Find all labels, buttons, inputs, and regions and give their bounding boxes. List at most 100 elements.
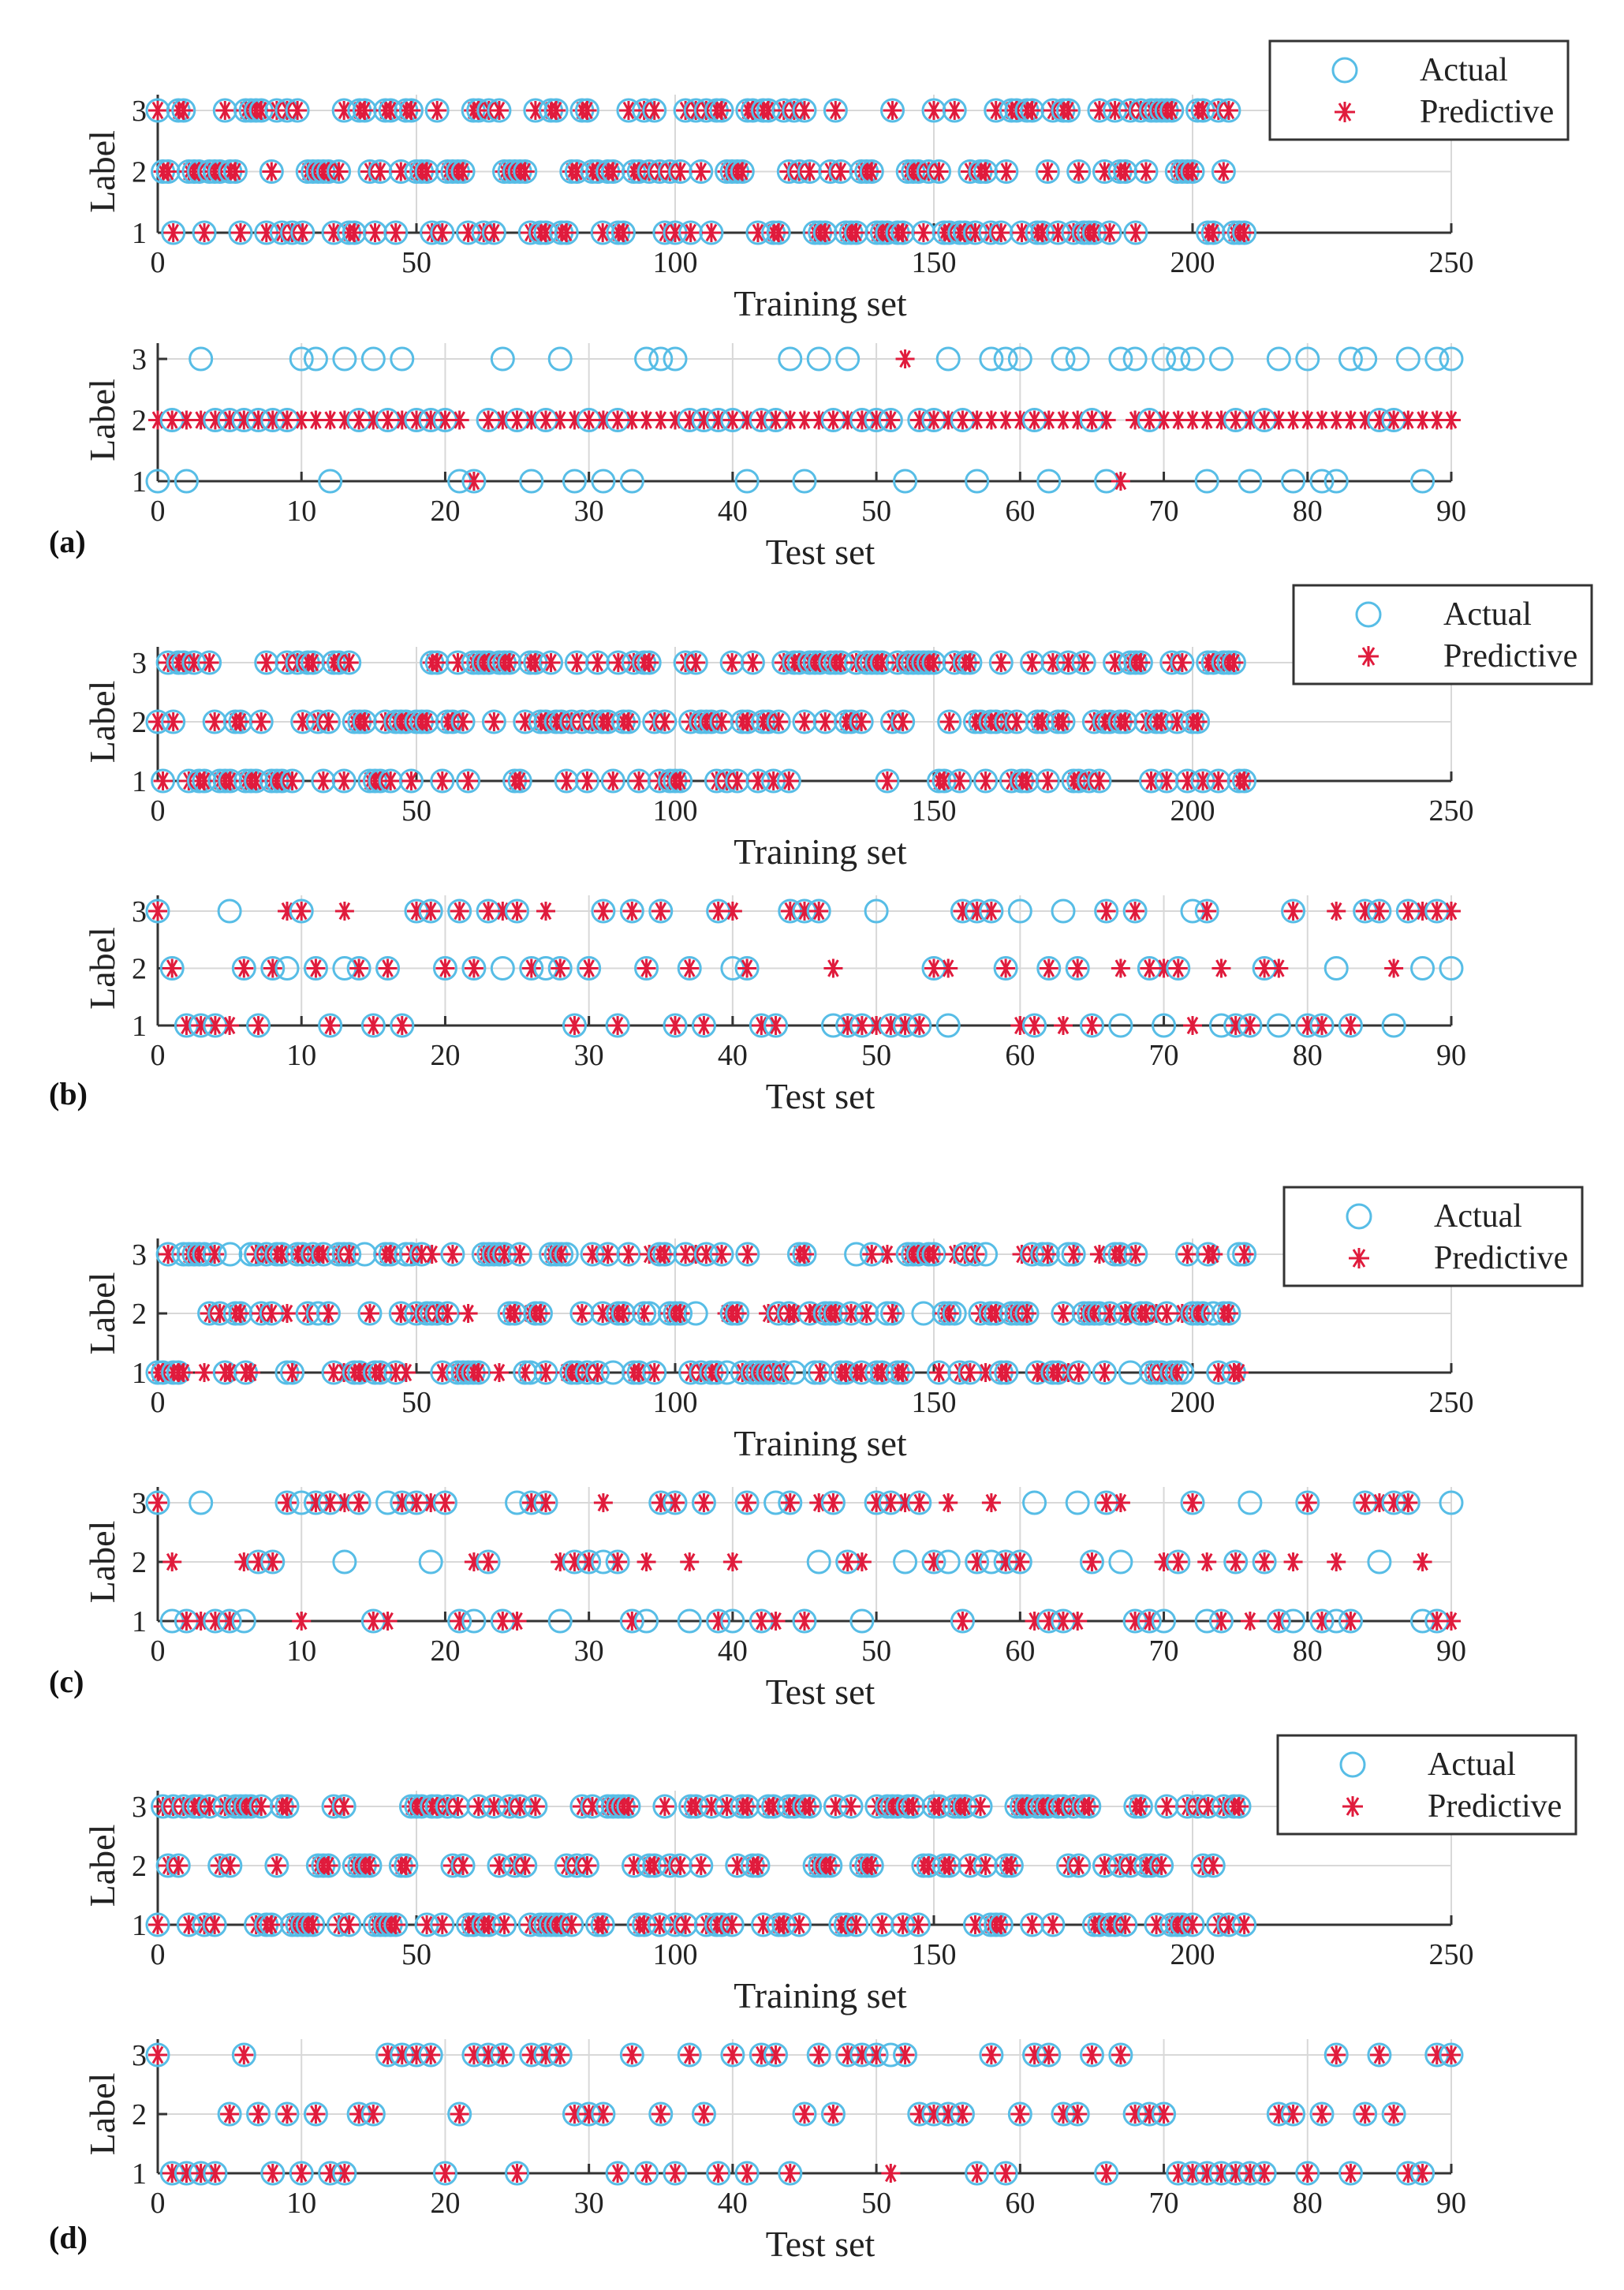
actual-point (513, 1853, 538, 1878)
actual-point (430, 1912, 455, 1937)
predictive-point (378, 2045, 398, 2064)
predictive-point (1398, 2164, 1418, 2183)
predictive-point (727, 771, 747, 790)
predictive-point (515, 162, 535, 181)
actual-point (668, 768, 693, 794)
actual-point (1035, 1242, 1060, 1267)
actual-point (295, 1301, 320, 1326)
predictive-point (1154, 1552, 1174, 1571)
y-tick-label: 2 (132, 1546, 147, 1579)
y-tick-label: 3 (132, 95, 147, 128)
x-tick-label: 80 (1293, 1634, 1323, 1668)
actual-point (812, 220, 838, 245)
predictive-point (567, 653, 587, 672)
predictive-point (1162, 101, 1182, 120)
actual-point (212, 98, 237, 123)
predictive-point (640, 653, 659, 672)
actual-point (218, 1242, 243, 1267)
predictive-point (1126, 223, 1145, 242)
x-tick-label: 50 (861, 2187, 891, 2220)
predictive-point (220, 771, 240, 790)
predictive-point (1183, 1016, 1202, 1035)
predictive-point (939, 958, 958, 978)
actual-point (806, 346, 831, 372)
predictive-point (263, 410, 282, 430)
actual-point (1206, 768, 1231, 794)
actual-point (274, 956, 300, 981)
actual-point (1395, 346, 1421, 372)
actual-point (450, 1853, 476, 1878)
x-tick-label: 0 (151, 246, 166, 279)
predictive-point (507, 2164, 527, 2183)
actual-point (1185, 709, 1211, 734)
actual-point (1232, 220, 1257, 245)
actual-point (394, 1853, 419, 1878)
predictive-point (339, 1915, 359, 1934)
predictive-point (1255, 2164, 1275, 2183)
predictive-point (712, 101, 732, 120)
actual-point (507, 768, 532, 794)
predictive-point (800, 1797, 819, 1816)
actual-point (642, 98, 667, 123)
actual-point (973, 159, 999, 184)
actual-point (864, 2042, 889, 2068)
predictive-point (737, 1797, 757, 1816)
actual-point (619, 2042, 644, 2068)
predictive-point (510, 1245, 530, 1264)
actual-point (1149, 1853, 1174, 1878)
actual-point (725, 1301, 750, 1326)
predictive-point (1219, 1304, 1238, 1323)
predictive-point (883, 101, 902, 120)
predictive-point (148, 1915, 167, 1934)
predictive-point (1226, 1552, 1245, 1571)
predictive-point (536, 902, 555, 921)
predictive-point (996, 958, 1016, 978)
panel-label: (d) (49, 2220, 88, 2255)
predictive-point (1157, 1797, 1177, 1816)
predictive-point (1152, 712, 1171, 731)
actual-point (301, 650, 326, 675)
predictive-point (608, 1552, 628, 1571)
predictive-point (588, 1363, 607, 1382)
actual-point (274, 2101, 300, 2127)
x-axis-title: Test set (766, 2224, 875, 2264)
predictive-point (686, 653, 706, 672)
predictive-point (1082, 410, 1102, 430)
predictive-point (1297, 1493, 1317, 1512)
actual-point (1007, 898, 1032, 924)
predictive-point (701, 1797, 721, 1816)
actual-point (619, 469, 644, 494)
x-tick-label: 30 (574, 2187, 604, 2220)
predictive-point (1054, 1016, 1073, 1035)
actual-point (1410, 2161, 1435, 2186)
actual-point (677, 2042, 702, 2068)
actual-point (792, 1608, 817, 1634)
subplot-b-test: 0 10 20 30 40 50 60 70 80 90 1 2 3 Test set Label (82, 895, 1466, 1116)
actual-point (905, 1912, 931, 1937)
predictive-point (780, 1493, 800, 1512)
x-tick-label: 0 (151, 1386, 166, 1419)
actual-point (519, 469, 544, 494)
actual-point (689, 159, 714, 184)
predictive-point (205, 1245, 225, 1264)
actual-point (849, 709, 874, 734)
predictive-point (579, 1552, 599, 1571)
actual-point (311, 768, 336, 794)
predictive-point (1115, 712, 1135, 731)
predictive-point (421, 902, 441, 921)
actual-point (1323, 956, 1349, 981)
actual-point (248, 1794, 274, 1819)
predictive-point (967, 2164, 987, 2183)
x-tick-label: 20 (430, 1039, 460, 1072)
predictive-point (651, 902, 670, 921)
actual-point (231, 1608, 256, 1634)
predictive-point (769, 223, 789, 242)
predictive-point (950, 771, 969, 790)
actual-point (663, 1490, 688, 1515)
predictive-point (909, 1493, 929, 1512)
actual-point (973, 768, 999, 794)
predictive-point (282, 771, 302, 790)
predictive-point (790, 1915, 809, 1934)
actual-point (634, 2161, 659, 2186)
predictive-point (603, 771, 623, 790)
